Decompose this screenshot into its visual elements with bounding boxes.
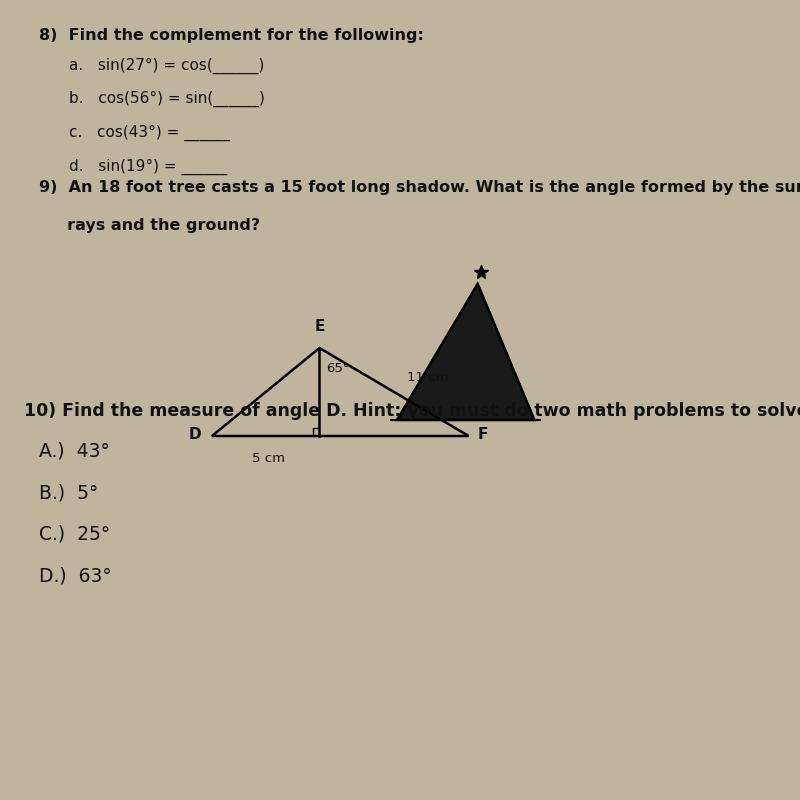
Text: D: D (189, 427, 202, 442)
Text: C.)  25°: C.) 25° (39, 525, 110, 544)
Text: 5 cm: 5 cm (252, 452, 285, 465)
Text: F: F (478, 427, 488, 442)
Text: E: E (314, 318, 325, 334)
Text: a.   sin(27°) = cos(______): a. sin(27°) = cos(______) (69, 58, 264, 74)
Text: B.)  5°: B.) 5° (39, 483, 98, 502)
Text: 65°: 65° (326, 362, 350, 375)
Polygon shape (397, 284, 534, 420)
Text: c.   cos(43°) = ______: c. cos(43°) = ______ (69, 125, 230, 141)
Text: 10) Find the measure of angle D. Hint: you must do two math problems to solve.: 10) Find the measure of angle D. Hint: y… (24, 402, 800, 421)
Text: rays and the ground?: rays and the ground? (39, 218, 260, 233)
Text: b.   cos(56°) = sin(______): b. cos(56°) = sin(______) (69, 91, 265, 107)
Text: d.   sin(19°) = ______: d. sin(19°) = ______ (69, 158, 227, 174)
Text: 11 cm: 11 cm (407, 371, 449, 384)
Text: 8)  Find the complement for the following:: 8) Find the complement for the following… (39, 28, 424, 43)
Text: A.)  43°: A.) 43° (39, 442, 110, 461)
Text: 9)  An 18 foot tree casts a 15 foot long shadow. What is the angle formed by the: 9) An 18 foot tree casts a 15 foot long … (39, 180, 800, 195)
Text: D.)  63°: D.) 63° (39, 566, 111, 586)
